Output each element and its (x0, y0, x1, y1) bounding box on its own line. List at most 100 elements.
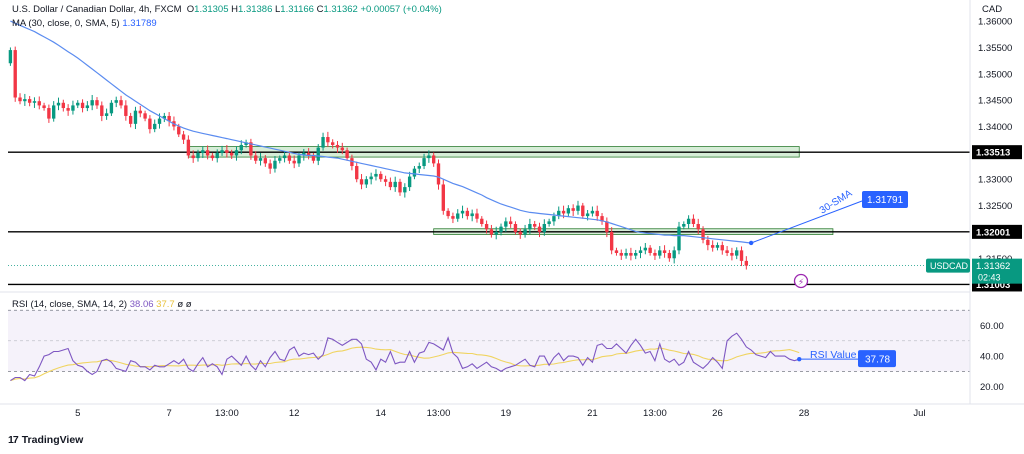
candle-body (128, 115, 133, 124)
candle-body (475, 213, 479, 219)
candle-body (730, 252, 734, 256)
candle-body (244, 142, 248, 145)
time-tick-label: 21 (587, 408, 598, 419)
candle-body (634, 252, 638, 256)
candle-body (427, 155, 431, 159)
candle-body (364, 179, 369, 185)
candle-body (465, 210, 470, 217)
candle-body (677, 226, 681, 251)
candle-body (345, 150, 349, 159)
candle-body (124, 105, 128, 116)
candle-body (297, 155, 301, 164)
candle-body (528, 224, 532, 230)
candle-body (340, 147, 344, 151)
candle-body (215, 152, 219, 159)
time-tick-label: 13:00 (427, 408, 451, 419)
candle-body (254, 155, 258, 161)
time-tick-label: 13:00 (215, 408, 239, 419)
candle-body (90, 100, 94, 106)
candle-body (321, 137, 325, 148)
rsi-tick-label: 40.00 (980, 352, 1004, 363)
candlestick-series (8, 46, 749, 270)
candle-body (609, 231, 614, 251)
candle-body (489, 229, 494, 235)
candle-body (388, 181, 393, 188)
candle-body (422, 158, 426, 167)
candle-body (566, 208, 571, 214)
rsi-badge-label: 37.78 (865, 355, 890, 366)
level-badge (972, 145, 1022, 160)
candle-body (162, 115, 167, 119)
candle-body (547, 221, 551, 225)
currency-label: CAD (982, 4, 1002, 15)
ma-annotation-label: 30-SMA (818, 188, 855, 217)
candle-body (638, 250, 643, 253)
candle-body (470, 213, 474, 217)
candle-body (37, 101, 41, 106)
candle-body (648, 247, 652, 253)
candle-body (744, 260, 749, 266)
rsi-tick-label: 20.00 (980, 382, 1004, 393)
candle-body (379, 173, 383, 180)
candle-body (600, 216, 604, 222)
candle-body (148, 118, 152, 130)
symbol-badge (926, 258, 970, 273)
ma-label: MA (30, close, 0, SMA, 5) (12, 18, 120, 29)
tradingview-footer[interactable]: 17 TradingView (8, 434, 83, 446)
low-label: L (275, 4, 281, 15)
ma-legend: MA (30, close, 0, SMA, 5) 1.31789 (12, 18, 157, 29)
candle-body (359, 179, 364, 185)
candle-body (446, 210, 450, 217)
candle-body (557, 210, 561, 217)
low-value: 1.31166 (280, 4, 314, 15)
candle-body (330, 142, 335, 145)
candle-body (456, 213, 460, 219)
candle-body (311, 155, 316, 161)
candle-body (263, 158, 268, 164)
candle-body (706, 239, 710, 246)
time-axis: 5 7 13:00 12 14 13:00 19 21 13:00 26 28 Jul (0, 403, 1024, 419)
candle-body (326, 137, 330, 143)
candle-body (85, 105, 90, 109)
time-tick-label: 12 (289, 408, 300, 419)
candle-body (374, 173, 378, 177)
candle-body (282, 155, 287, 159)
countdown-value: 02:43 (978, 273, 1001, 283)
open-value: 1.31305 (194, 4, 229, 15)
price-tick-label: 1.33000 (978, 175, 1012, 186)
candle-body (210, 155, 215, 159)
candle-body (393, 181, 397, 188)
candle-body (643, 247, 648, 251)
candle-body (18, 97, 22, 102)
time-tick-label: 7 (166, 408, 171, 419)
candle-body (8, 50, 13, 64)
candle-body (739, 250, 744, 261)
candle-body (104, 113, 109, 116)
symbol-legend: U.S. Dollar / Canadian Dollar, 4h, FXCM … (12, 4, 442, 15)
open-label: O (186, 4, 195, 15)
candle-body (441, 184, 445, 211)
candle-body (619, 252, 623, 256)
price-axis: CAD 1.36000 1.35500 1.35000 1.34500 1.34000 1.… (926, 0, 1022, 404)
candle-body (686, 218, 691, 225)
candle-body (52, 105, 56, 119)
candle-body (581, 205, 585, 217)
candle-body (576, 205, 580, 211)
candle-body (278, 158, 282, 161)
candle-body (595, 210, 599, 217)
horizontal-levels (8, 151, 970, 286)
tradingview-brand: TradingView (21, 434, 84, 446)
time-tick-label: 28 (799, 408, 810, 419)
candle-body (23, 99, 27, 102)
time-tick-label: 14 (375, 408, 386, 419)
last-price-badge (972, 258, 1022, 284)
candle-body (273, 160, 277, 169)
candle-body (225, 150, 229, 153)
candle-body (533, 224, 537, 227)
candle-body (80, 102, 85, 109)
candle-body (157, 118, 162, 124)
price-tick-label: 1.36000 (978, 17, 1012, 28)
rsi-ma-value: 37.7 (156, 299, 175, 310)
tradingview-logo-icon: 17 (8, 434, 19, 446)
